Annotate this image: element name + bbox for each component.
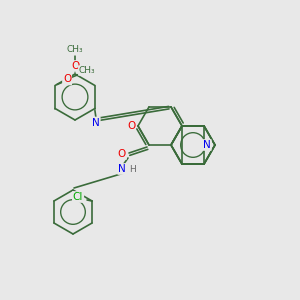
Text: CH₃: CH₃: [79, 66, 95, 75]
Text: N: N: [92, 118, 100, 128]
Text: N: N: [118, 164, 126, 174]
Text: O: O: [127, 121, 135, 131]
Text: Cl: Cl: [73, 192, 83, 202]
Text: O: O: [71, 61, 79, 71]
Text: N: N: [203, 140, 211, 150]
Text: CH₃: CH₃: [67, 46, 83, 55]
Text: O: O: [63, 74, 71, 85]
Text: O: O: [118, 149, 126, 159]
Text: H: H: [129, 164, 135, 173]
